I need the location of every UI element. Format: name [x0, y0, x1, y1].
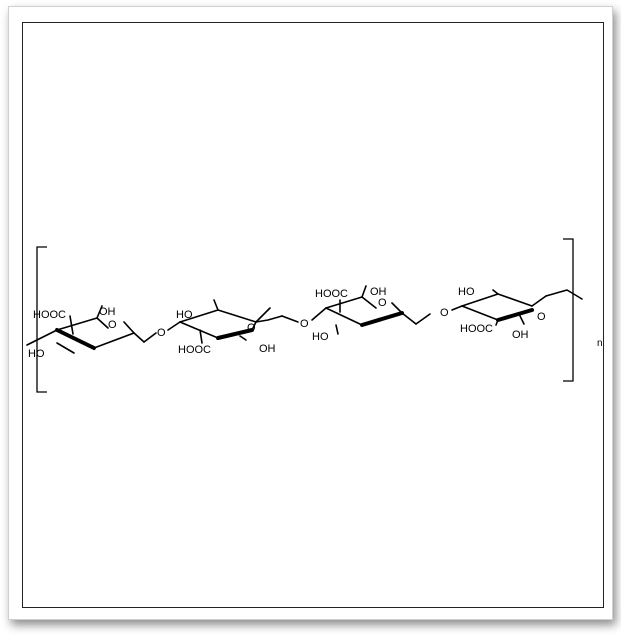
- ring1-cooh: HOOC: [33, 309, 66, 321]
- ring2-ring-o: O: [247, 322, 256, 334]
- ring-3: [325, 285, 417, 335]
- ring4-ring-o: O: [537, 311, 546, 323]
- ring1-ring-o: O: [108, 319, 117, 331]
- glycosidic-o-2: O: [300, 318, 309, 330]
- ring3-cooh: HOOC: [315, 288, 348, 300]
- ring2-oh: OH: [259, 343, 276, 355]
- ring2-ho: HO: [176, 309, 193, 321]
- repeat-unit-n: n: [597, 338, 603, 349]
- ring-4: [461, 289, 583, 326]
- right-bracket: [563, 238, 574, 382]
- left-bracket: [36, 246, 47, 393]
- ring1-oh: OH: [99, 306, 116, 318]
- diagram-frame: [22, 22, 604, 608]
- ring1-ho: HO: [28, 348, 45, 360]
- ring4-oh: OH: [512, 329, 529, 341]
- glycosidic-o-3: O: [440, 307, 449, 319]
- ring3-ho: HO: [312, 331, 329, 343]
- ring3-oh: OH: [370, 286, 387, 298]
- glycosidic-o-1: O: [157, 327, 166, 339]
- ring-2: [179, 299, 283, 344]
- ring4-cooh: HOOC: [460, 323, 493, 335]
- ring2-cooh: HOOC: [178, 344, 211, 356]
- ring3-ring-o: O: [378, 297, 387, 309]
- ring4-ho: HO: [458, 286, 475, 298]
- ring-1: [26, 305, 145, 354]
